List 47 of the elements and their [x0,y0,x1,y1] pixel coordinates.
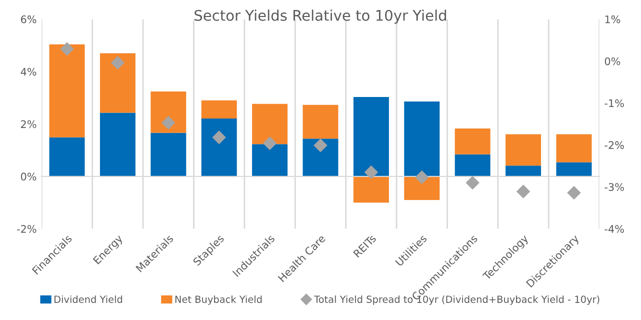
point [567,186,581,200]
bar [506,134,542,166]
bar [454,128,490,154]
y2-tick-label: 1% [605,15,620,24]
legend-label: Dividend Yield [54,295,122,303]
point [212,130,226,144]
y-tick-label: 4% [20,68,36,76]
bar [556,162,592,176]
bar [404,176,440,200]
point [415,170,428,184]
bar [454,154,490,176]
bar [506,166,542,176]
point [466,176,480,190]
point [60,42,74,56]
point [162,116,175,130]
y2-tick-label: 0% [604,57,620,66]
bar [353,97,389,176]
point [314,138,328,152]
point [263,136,276,150]
bar [302,104,338,139]
bar [404,101,440,176]
point [516,184,530,198]
bar [556,134,592,162]
bar [100,112,136,176]
y2-tick-label: -4% [604,225,624,233]
y-tick-label: 0% [20,172,36,181]
bar [49,44,85,138]
bar [302,138,338,176]
bar [201,118,237,176]
point [364,166,378,179]
bar [201,100,237,118]
y-tick-label: 6% [21,15,36,24]
bar [252,144,288,176]
bar [100,53,136,113]
chart-title: Sector Yields Relative to 10yr Yield [194,10,446,24]
y-tick-label: 2% [21,120,36,128]
y2-tick-label: -2% [604,141,624,150]
bar [49,137,85,176]
bar [252,104,288,144]
point [111,56,124,70]
bar [150,92,186,133]
y2-tick-label: -1% [604,99,624,108]
bar [353,176,389,203]
y-tick-label: -2% [17,225,36,233]
bar [150,132,186,176]
legend-label: Net Buyback Yield [175,295,262,305]
y2-tick-label: -3% [604,183,624,191]
